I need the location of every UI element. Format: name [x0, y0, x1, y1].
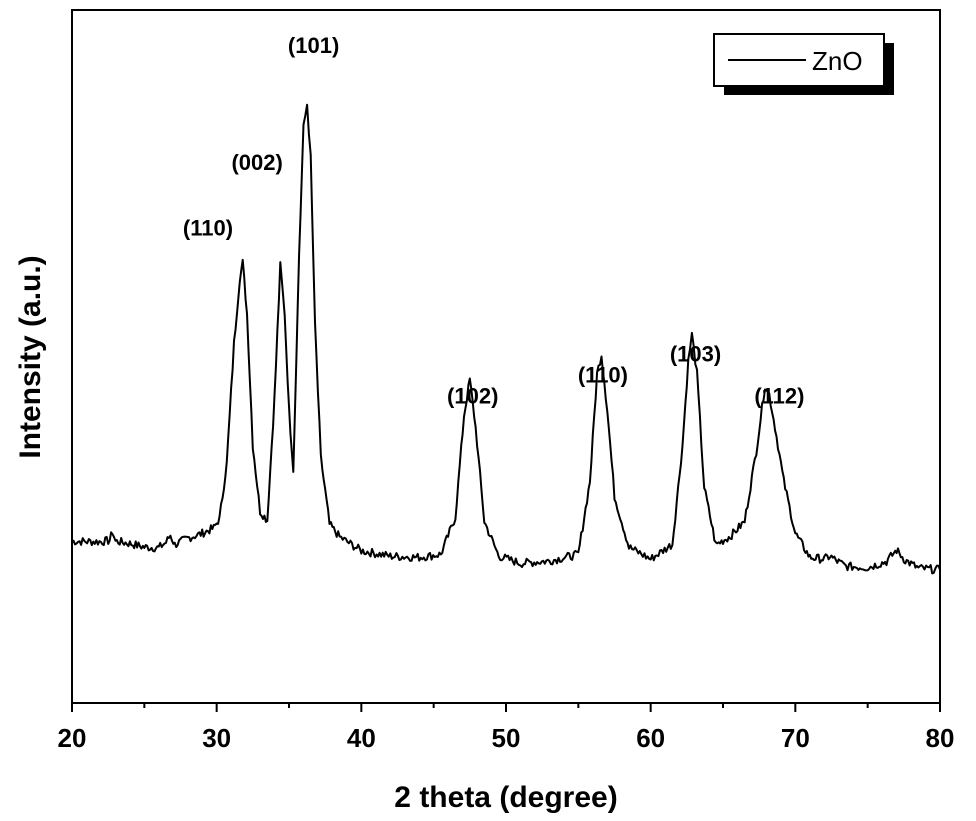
x-axis-tick-labels: 20 30 40 50 60 70 80: [58, 723, 955, 753]
peak-annotations: (110) (002) (101) (102) (110) (103) (112): [183, 33, 805, 408]
plot-border: [71, 9, 941, 704]
peak-label: (102): [447, 383, 498, 408]
peak-label: (103): [670, 342, 721, 367]
peak-label: (112): [754, 383, 804, 408]
x-axis-title: 2 theta (degree): [394, 781, 617, 814]
x-axis-ticks: [71, 703, 941, 712]
peak-label: (110): [578, 362, 628, 387]
x-tick-label: 60: [636, 723, 665, 753]
x-tick-label: 50: [492, 723, 521, 753]
x-tick-label: 20: [58, 723, 87, 753]
peak-label: (110): [183, 216, 233, 241]
x-tick-label: 30: [202, 723, 231, 753]
series-line-zno: [71, 103, 941, 575]
series-lines: [71, 103, 941, 575]
legend-label-zno: ZnO: [812, 46, 863, 76]
legend: ZnO: [713, 33, 894, 95]
x-tick-label: 40: [347, 723, 376, 753]
x-tick-label: 70: [781, 723, 810, 753]
peak-label: (002): [231, 150, 282, 175]
y-axis-title: Intensity (a.u.): [14, 255, 47, 458]
peak-label: (101): [288, 33, 339, 58]
x-tick-label: 80: [926, 723, 955, 753]
plot-frame: [71, 9, 941, 704]
